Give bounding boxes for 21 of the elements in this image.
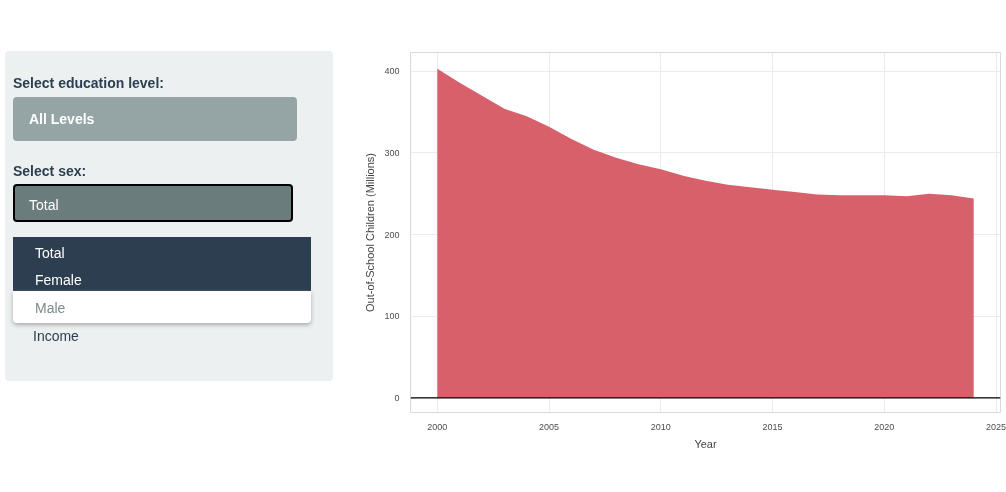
y-tick-label: 300	[384, 147, 400, 158]
text: Female	[35, 271, 82, 290]
text: Total	[13, 184, 293, 222]
text: Select sex:	[13, 162, 87, 181]
y-tick-label: 400	[384, 66, 400, 77]
text: Total	[35, 244, 65, 263]
x-tick-label: 2015	[762, 421, 783, 432]
x-axis-title: Year	[694, 437, 717, 450]
text: Male	[35, 299, 66, 318]
y-tick-label: 0	[394, 392, 400, 403]
text: Income	[33, 327, 79, 346]
y-axis-title: Out-of-School Children (Millions)	[364, 153, 377, 312]
y-tick-label: 200	[384, 229, 400, 240]
text: Select education level:	[13, 74, 164, 93]
x-tick-label: 2020	[874, 421, 895, 432]
x-tick-label: 2000	[427, 421, 448, 432]
x-tick-label: 2005	[539, 421, 560, 432]
x-tick-label: 2025	[986, 421, 1006, 432]
text: All Levels	[13, 97, 297, 141]
x-tick-label: 2010	[650, 421, 671, 432]
y-tick-label: 100	[384, 311, 400, 322]
